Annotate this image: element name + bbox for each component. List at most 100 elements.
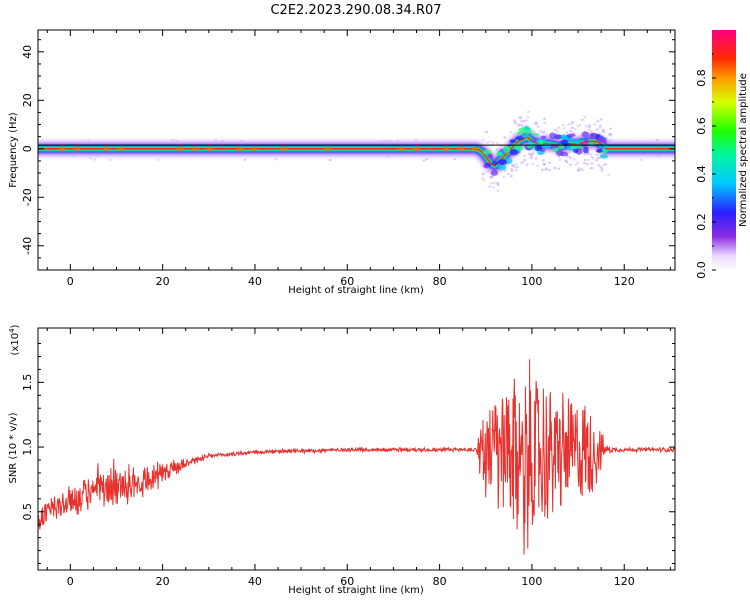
- spectrogram-speckle: [523, 155, 526, 157]
- spectrogram-blob: [567, 133, 576, 137]
- spectrogram-speckle: [597, 157, 600, 160]
- spectrogram-speckle: [496, 142, 499, 145]
- spectrogram-speckle: [602, 129, 605, 132]
- spectrogram-speckle: [600, 167, 604, 170]
- spectrogram-speckle: [87, 139, 90, 142]
- spectrogram-speckle: [604, 163, 607, 166]
- spectrogram-x-tick-label: 60: [340, 275, 354, 288]
- spectrogram-speckle: [108, 158, 112, 161]
- spectrogram-speckle: [510, 168, 513, 171]
- spectrogram-speckle: [498, 146, 501, 149]
- spectrogram-hotspot: [324, 146, 332, 151]
- spectrogram-blob: [596, 149, 602, 153]
- spectrogram-speckle: [587, 151, 590, 154]
- spectrogram-speckle: [545, 134, 549, 137]
- spectrogram-speckle: [542, 159, 545, 162]
- spectrogram-speckle: [569, 156, 572, 159]
- spectrogram-speckle: [536, 165, 539, 168]
- spectrogram-speckle: [89, 157, 92, 160]
- spectrogram-speckle: [531, 162, 534, 165]
- spectrogram-blob: [515, 136, 525, 141]
- spectrogram-speckle: [486, 170, 489, 173]
- spectrogram-hotspot: [102, 146, 110, 151]
- spectrogram-speckle: [567, 123, 571, 126]
- spectrogram-speckle: [562, 127, 566, 130]
- spectrogram-speckle: [591, 157, 595, 160]
- spectrogram-speckle: [554, 133, 557, 136]
- spectrogram-speckle: [523, 158, 527, 161]
- spectrogram-speckle: [558, 158, 562, 161]
- colorbar-gradient: [712, 30, 736, 270]
- spectrogram-y-label: Frequency (Hz): [8, 112, 19, 188]
- spectrogram-speckle: [536, 125, 540, 128]
- spectrogram-speckle: [599, 124, 602, 127]
- spectrogram-blob: [566, 137, 574, 143]
- spectrogram-speckle: [509, 131, 512, 134]
- spectrogram-speckle: [516, 124, 520, 127]
- spectrogram-blob: [491, 161, 499, 166]
- spectrogram-speckle: [543, 117, 546, 120]
- spectrogram-blob: [496, 152, 503, 156]
- spectrogram-speckle: [539, 130, 542, 133]
- spectrogram-speckle: [583, 158, 587, 161]
- spectrogram-blob: [526, 142, 533, 149]
- spectrogram-speckle: [608, 133, 611, 136]
- spectrogram-speckle: [640, 158, 643, 161]
- spectrogram-speckle: [595, 128, 599, 131]
- spectrogram-x-tick-label: 0: [67, 275, 74, 288]
- spectrogram-blob: [541, 143, 549, 149]
- spectrogram-blob: [573, 149, 579, 153]
- spectrogram-blob: [599, 154, 608, 159]
- spectrogram-speckle: [566, 155, 570, 158]
- spectrogram-speckle: [510, 169, 514, 172]
- spectrogram-speckle: [528, 153, 531, 156]
- spectrogram-blob: [540, 135, 547, 140]
- spectrogram-speckle: [569, 157, 572, 160]
- spectrogram-hotspot: [398, 146, 406, 151]
- chart-title: C2E2.2023.290.08.34.R07: [270, 3, 441, 18]
- spectrogram-speckle: [529, 152, 533, 155]
- spectrogram-speckle: [511, 164, 514, 167]
- spectrogram-speckle: [557, 155, 560, 158]
- spectrogram-speckle: [571, 121, 574, 124]
- spectrogram-speckle: [607, 173, 610, 176]
- spectrogram-speckle: [513, 165, 517, 168]
- spectrogram-speckle: [518, 152, 521, 155]
- spectrogram-speckle: [485, 131, 488, 133]
- spectrogram-speckle: [548, 168, 551, 171]
- spectrogram-hotspot: [442, 146, 450, 151]
- spectrogram-speckle: [591, 167, 594, 170]
- spectrogram-y-tick-label: 40: [21, 45, 34, 59]
- spectrogram-speckle: [554, 128, 557, 131]
- spectrogram-speckle: [586, 162, 589, 165]
- spectrogram-speckle: [481, 177, 484, 180]
- spectrogram-hotspot: [413, 146, 420, 151]
- spectrogram-speckle: [578, 167, 581, 170]
- spectrogram-speckle: [522, 119, 526, 122]
- spectrogram-speckle: [573, 128, 577, 131]
- spectrogram-speckle: [496, 148, 499, 151]
- spectrogram-speckle: [598, 126, 602, 129]
- spectrogram-speckle: [522, 147, 526, 150]
- spectrogram-speckle: [502, 176, 506, 178]
- snr-x-label: Height of straight line (km): [288, 585, 424, 596]
- spectrogram-speckle: [214, 138, 217, 141]
- spectrogram-speckle: [609, 127, 612, 130]
- spectrogram-x-tick-label: 80: [433, 275, 447, 288]
- spectrogram-speckle: [588, 128, 591, 131]
- spectrogram-speckle: [521, 120, 524, 123]
- spectrogram-blob: [483, 164, 490, 169]
- spectrogram-speckle: [590, 130, 593, 133]
- spectrogram-blob: [521, 134, 529, 138]
- spectrogram-hotspot: [280, 146, 288, 151]
- spectrogram-speckle: [609, 139, 613, 142]
- spectrogram-blob: [597, 144, 603, 149]
- spectrogram-speckle: [507, 173, 510, 175]
- spectrogram-hotspot: [58, 146, 66, 151]
- spectrogram-blob: [502, 146, 511, 154]
- snr-x-tick-label: 20: [156, 575, 170, 588]
- spectrogram-speckle: [520, 162, 523, 165]
- spectrogram-speckle: [499, 143, 503, 146]
- spectrogram-speckle: [569, 163, 572, 166]
